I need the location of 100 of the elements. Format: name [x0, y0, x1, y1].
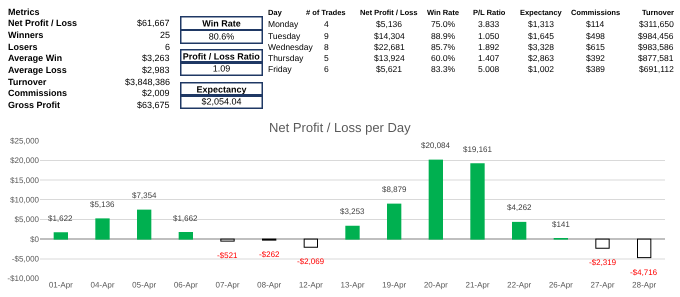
x-tick-label: 22-Apr: [507, 280, 532, 290]
bar: [470, 163, 485, 240]
y-tick-label: -$5,000: [12, 254, 40, 264]
x-tick-label: 04-Apr: [90, 280, 115, 290]
text: $3,263: [142, 53, 170, 63]
text: 6: [324, 64, 329, 74]
data-label: -$521: [217, 251, 238, 260]
text: $983,586: [638, 42, 674, 52]
bar: [637, 238, 652, 258]
bar: [137, 210, 152, 240]
text: $3,848,386: [125, 77, 170, 87]
bar: [345, 226, 360, 240]
x-tick-label: 01-Apr: [48, 280, 74, 290]
data-label: $4,262: [507, 203, 532, 212]
text: 1.050: [478, 31, 500, 41]
text: $2,983: [142, 65, 170, 75]
text: $63,675: [137, 100, 170, 110]
text: $392: [586, 53, 605, 63]
data-label: -$2,319: [589, 258, 617, 267]
x-tick-label: 26-Apr: [548, 280, 574, 290]
text: 1.09: [212, 64, 230, 74]
text: $61,667: [137, 18, 170, 28]
data-label: $1,622: [48, 214, 74, 223]
text: 83.3%: [431, 64, 456, 74]
y-tick-label: -$10,000: [7, 274, 40, 284]
text: Metrics: [8, 7, 40, 17]
category-label: Gross Profit: [8, 100, 60, 110]
text: 6: [165, 42, 170, 52]
x-tick-label: 12-Apr: [298, 280, 324, 290]
text: $2,054.04: [201, 96, 242, 106]
text: $691,112: [639, 64, 674, 74]
text: $3,328: [528, 42, 554, 52]
y-tick-label: $0: [30, 234, 40, 244]
x-tick-label: 28-Apr: [632, 280, 657, 290]
x-tick-label: 05-Apr: [132, 280, 157, 290]
text: Expectancy: [196, 84, 247, 94]
text: $1,313: [528, 19, 554, 29]
y-tick-label: $15,000: [10, 176, 40, 185]
data-label: -$262: [259, 250, 280, 259]
data-label: -$4,716: [630, 268, 658, 277]
text: 1.892: [478, 42, 500, 52]
text: $1,002: [528, 64, 554, 74]
bar: [304, 238, 318, 248]
data-label: $20,084: [421, 141, 450, 150]
text: $1,645: [528, 31, 554, 41]
data-label: $141: [552, 220, 570, 229]
text: $311,650: [639, 19, 674, 29]
text: 75.0%: [431, 19, 456, 29]
bar: [512, 222, 526, 240]
text: $615: [586, 42, 605, 52]
category-label: Winners: [8, 30, 44, 40]
text: 8: [324, 42, 329, 52]
text: Wednesday: [268, 42, 313, 52]
x-tick-label: 20-Apr: [424, 280, 448, 290]
text: 85.7%: [431, 42, 456, 52]
text: 1.407: [478, 53, 500, 63]
text: $22,681: [374, 42, 405, 52]
text: Friday: [268, 64, 292, 74]
text: $877,581: [638, 53, 674, 63]
text: Profit / Loss Ratio: [182, 52, 260, 62]
text: $14,304: [374, 31, 405, 41]
category-label: Net Profit / Loss: [8, 18, 78, 28]
text: $5,136: [376, 19, 402, 29]
category-label: Commissions: [8, 88, 68, 98]
category-label: Average Win: [8, 53, 62, 63]
x-tick-label: 06-Apr: [174, 280, 198, 290]
bar: [95, 218, 110, 240]
data-label: $8,879: [382, 185, 408, 194]
chart-title: Net Profit / Loss per Day: [269, 120, 412, 135]
text: 88.9%: [431, 31, 456, 41]
text: 60.0%: [431, 53, 456, 63]
text: Win Rate: [202, 18, 241, 28]
data-label: $7,354: [132, 191, 158, 200]
category-label: Turnover: [8, 77, 47, 87]
text: $984,456: [638, 31, 674, 41]
x-tick-label: 07-Apr: [215, 280, 240, 290]
text: $114: [586, 19, 604, 29]
text: 4: [324, 19, 329, 29]
text: 25: [160, 30, 170, 40]
text: $5,621: [376, 64, 402, 74]
bar: [428, 160, 443, 240]
text: 5.008: [478, 64, 500, 74]
data-label: $5,136: [90, 200, 116, 209]
category-label: Losers: [8, 42, 38, 52]
bar: [178, 232, 193, 240]
x-tick-label: 13-Apr: [340, 280, 365, 290]
category-label: Average Loss: [8, 65, 67, 75]
bar: [54, 232, 68, 240]
x-tick-label: 21-Apr: [465, 280, 490, 290]
text: Thursday: [268, 53, 304, 63]
bar: [387, 204, 402, 240]
data-label: $3,253: [340, 207, 366, 216]
text: $2,863: [528, 53, 554, 63]
text: 5: [324, 53, 329, 63]
text: $389: [586, 64, 605, 74]
data-label: -$2,069: [297, 257, 325, 266]
text: 3.833: [478, 19, 500, 29]
text: $2,009: [142, 88, 170, 98]
text: Monday: [268, 19, 298, 29]
bar: [595, 238, 610, 249]
